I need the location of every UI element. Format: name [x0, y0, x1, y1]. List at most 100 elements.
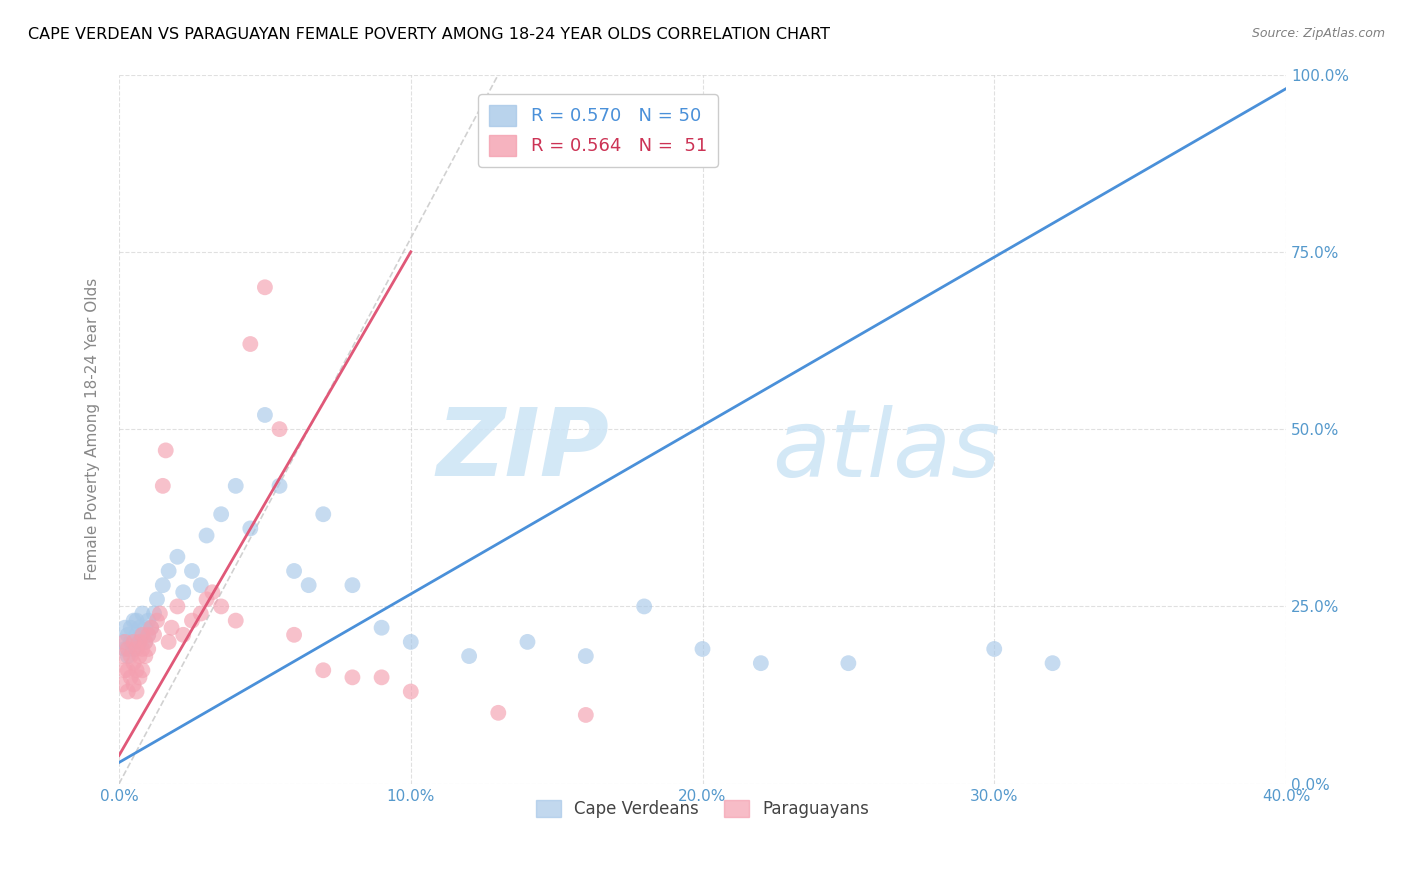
- Point: [146, 614, 169, 628]
- Point: [120, 621, 142, 635]
- Point: [117, 684, 139, 698]
- Point: [269, 479, 291, 493]
- Point: [181, 614, 204, 628]
- Point: [114, 635, 136, 649]
- Text: atlas: atlas: [772, 405, 1001, 496]
- Text: ZIP: ZIP: [436, 404, 609, 497]
- Point: [125, 628, 148, 642]
- Point: [160, 621, 183, 635]
- Point: [152, 479, 174, 493]
- Point: [253, 280, 276, 294]
- Point: [122, 635, 145, 649]
- Point: [117, 628, 139, 642]
- Point: [117, 642, 139, 657]
- Point: [125, 684, 148, 698]
- Point: [486, 706, 509, 720]
- Point: [139, 621, 162, 635]
- Point: [111, 677, 134, 691]
- Legend: Cape Verdeans, Paraguayans: Cape Verdeans, Paraguayans: [529, 794, 876, 825]
- Point: [370, 621, 392, 635]
- Point: [122, 677, 145, 691]
- Point: [312, 663, 335, 677]
- Point: [134, 649, 156, 664]
- Point: [111, 635, 134, 649]
- Point: [155, 443, 177, 458]
- Point: [134, 621, 156, 635]
- Point: [166, 549, 188, 564]
- Point: [117, 663, 139, 677]
- Point: [143, 607, 166, 621]
- Point: [983, 642, 1005, 657]
- Point: [131, 628, 153, 642]
- Point: [120, 670, 142, 684]
- Point: [166, 599, 188, 614]
- Point: [117, 649, 139, 664]
- Point: [209, 507, 232, 521]
- Point: [239, 521, 262, 535]
- Point: [633, 599, 655, 614]
- Point: [283, 628, 305, 642]
- Point: [172, 628, 194, 642]
- Point: [312, 507, 335, 521]
- Point: [575, 649, 598, 664]
- Point: [342, 578, 364, 592]
- Point: [136, 628, 159, 642]
- Point: [146, 592, 169, 607]
- Point: [131, 607, 153, 621]
- Point: [516, 635, 538, 649]
- Point: [195, 592, 218, 607]
- Text: Source: ZipAtlas.com: Source: ZipAtlas.com: [1251, 27, 1385, 40]
- Point: [122, 642, 145, 657]
- Point: [149, 607, 172, 621]
- Point: [128, 670, 150, 684]
- Point: [692, 642, 714, 657]
- Point: [125, 614, 148, 628]
- Point: [114, 663, 136, 677]
- Point: [225, 614, 247, 628]
- Point: [575, 708, 598, 723]
- Point: [134, 635, 156, 649]
- Point: [190, 578, 212, 592]
- Point: [370, 670, 392, 684]
- Point: [239, 337, 262, 351]
- Point: [125, 663, 148, 677]
- Point: [195, 528, 218, 542]
- Point: [136, 642, 159, 657]
- Point: [128, 649, 150, 664]
- Point: [253, 408, 276, 422]
- Point: [122, 614, 145, 628]
- Point: [399, 635, 422, 649]
- Point: [125, 642, 148, 657]
- Y-axis label: Female Poverty Among 18-24 Year Olds: Female Poverty Among 18-24 Year Olds: [86, 278, 100, 581]
- Point: [399, 684, 422, 698]
- Point: [749, 656, 772, 670]
- Point: [131, 628, 153, 642]
- Point: [225, 479, 247, 493]
- Point: [131, 642, 153, 657]
- Point: [114, 621, 136, 635]
- Point: [120, 635, 142, 649]
- Point: [111, 649, 134, 664]
- Point: [157, 635, 180, 649]
- Point: [298, 578, 321, 592]
- Point: [114, 642, 136, 657]
- Point: [136, 628, 159, 642]
- Point: [172, 585, 194, 599]
- Point: [342, 670, 364, 684]
- Point: [122, 656, 145, 670]
- Point: [837, 656, 859, 670]
- Point: [128, 635, 150, 649]
- Point: [209, 599, 232, 614]
- Point: [1042, 656, 1064, 670]
- Point: [143, 628, 166, 642]
- Point: [269, 422, 291, 436]
- Point: [134, 635, 156, 649]
- Point: [136, 614, 159, 628]
- Point: [458, 649, 481, 664]
- Point: [120, 649, 142, 664]
- Point: [181, 564, 204, 578]
- Point: [131, 663, 153, 677]
- Point: [128, 621, 150, 635]
- Point: [157, 564, 180, 578]
- Point: [190, 607, 212, 621]
